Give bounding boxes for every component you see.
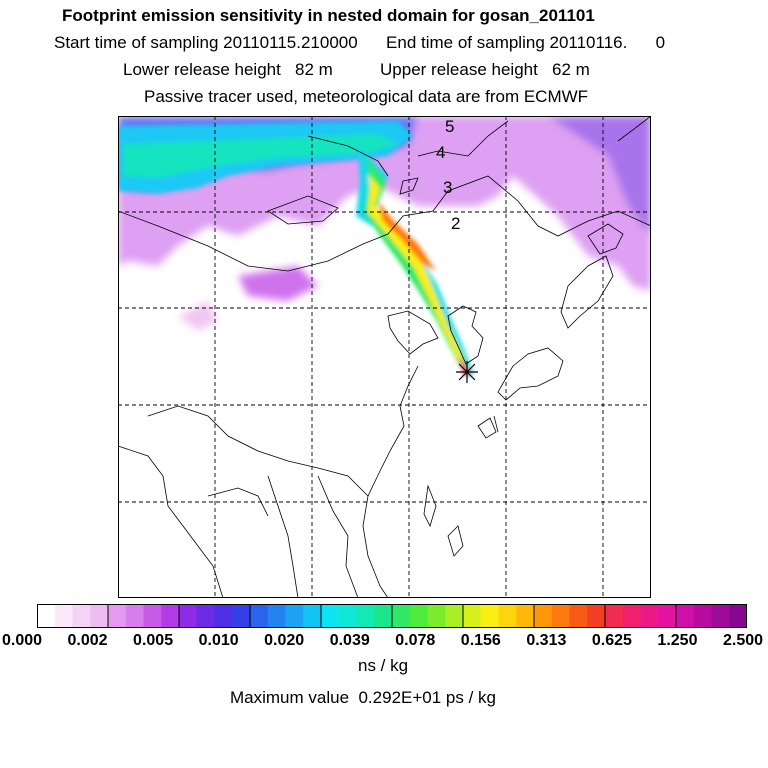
colorbar-tick-label: 0.625: [591, 632, 632, 649]
colorbar-cell: [676, 604, 695, 628]
colorbar-cell: [569, 604, 588, 628]
colorbar-cell: [498, 604, 517, 628]
colorbar-cell: [321, 604, 340, 628]
colorbar-tick-label: 0.010: [198, 632, 239, 649]
maximum-value-label: Maximum value 0.292E+01 ps / kg: [230, 688, 496, 707]
tracer-info-line: Passive tracer used, meteorological data…: [144, 87, 589, 106]
colorbar-cell: [711, 604, 730, 628]
colorbar-cell: [392, 604, 411, 628]
colorbar-cell: [356, 604, 375, 628]
colorbar-cell: [196, 604, 215, 628]
colorbar-cell: [516, 604, 535, 628]
colorbar-cell: [161, 604, 180, 628]
colorbar-cell: [605, 604, 624, 628]
colorbar-cell: [551, 604, 570, 628]
colorbar-cell: [179, 604, 198, 628]
receptor-site-marker: [456, 361, 478, 383]
plot-title: Footprint emission sensitivity in nested…: [62, 6, 595, 25]
colorbar-cell: [534, 604, 553, 628]
colorbar-tick-label: 0.020: [264, 632, 305, 649]
colorbar-cell: [285, 604, 304, 628]
colorbar-cell: [143, 604, 162, 628]
colorbar: [37, 604, 747, 628]
colorbar-cell: [640, 604, 659, 628]
colorbar-cell: [108, 604, 127, 628]
colorbar-cell: [480, 604, 499, 628]
sensitivity-field: [118, 116, 651, 378]
day-label-4: 4: [436, 143, 445, 162]
colorbar-cell: [232, 604, 251, 628]
footprint-map: 5 4 3 2: [118, 116, 651, 598]
colorbar-cell: [374, 604, 393, 628]
colorbar-cell: [658, 604, 677, 628]
colorbar-cell: [72, 604, 91, 628]
map-grid: [118, 116, 651, 598]
colorbar-cell: [463, 604, 482, 628]
colorbar-cell: [445, 604, 464, 628]
colorbar-tick-label: 2.500: [722, 632, 764, 649]
colorbar-cell: [54, 604, 73, 628]
colorbar-cell: [338, 604, 357, 628]
coastlines: [118, 116, 651, 598]
colorbar-tick-label: 0.313: [526, 632, 567, 649]
colorbar-cell: [622, 604, 641, 628]
colorbar-cell: [214, 604, 233, 628]
day-label-5: 5: [445, 117, 454, 136]
colorbar-tick-label: 0.078: [395, 632, 436, 649]
colorbar-cell: [267, 604, 286, 628]
colorbar-cell: [729, 604, 747, 628]
trajectory-day-labels: 5 4 3 2: [436, 117, 460, 233]
colorbar-cell: [427, 604, 446, 628]
colorbar-cell: [125, 604, 144, 628]
colorbar-cell: [587, 604, 606, 628]
colorbar-tick-label: 1.250: [657, 632, 698, 649]
colorbar-cell: [693, 604, 712, 628]
colorbar-tick-label: 0.000: [1, 632, 43, 649]
colorbar-cell: [90, 604, 109, 628]
colorbar-cell: [250, 604, 269, 628]
colorbar-unit: ns / kg: [358, 656, 409, 675]
colorbar-tick-label: 0.039: [329, 632, 370, 649]
sampling-time-line: Start time of sampling 20110115.210000 E…: [54, 33, 666, 52]
colorbar-cell: [303, 604, 322, 628]
colorbar-tick-label: 0.002: [67, 632, 108, 649]
colorbar-tick-label: 0.156: [460, 632, 501, 649]
day-label-3: 3: [443, 178, 452, 197]
colorbar-tick-label: 0.005: [133, 632, 174, 649]
colorbar-cell: [37, 604, 56, 628]
map-frame: [118, 116, 651, 598]
colorbar-cell: [409, 604, 428, 628]
day-label-2: 2: [451, 214, 460, 233]
release-height-line: Lower release height 82 m Upper release …: [123, 60, 590, 79]
